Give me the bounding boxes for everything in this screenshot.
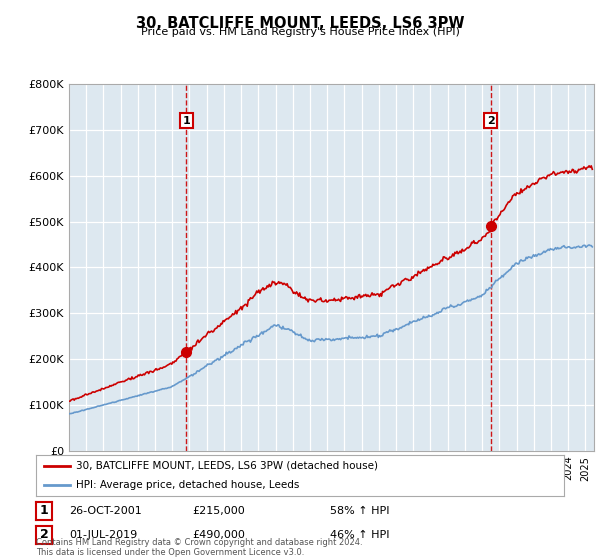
Text: 1: 1 xyxy=(182,116,190,125)
Text: HPI: Average price, detached house, Leeds: HPI: Average price, detached house, Leed… xyxy=(76,480,299,490)
Text: Price paid vs. HM Land Registry's House Price Index (HPI): Price paid vs. HM Land Registry's House … xyxy=(140,27,460,37)
Text: 1: 1 xyxy=(40,504,49,517)
Text: Contains HM Land Registry data © Crown copyright and database right 2024.
This d: Contains HM Land Registry data © Crown c… xyxy=(36,538,362,557)
Text: £490,000: £490,000 xyxy=(192,530,245,540)
Text: 30, BATCLIFFE MOUNT, LEEDS, LS6 3PW (detached house): 30, BATCLIFFE MOUNT, LEEDS, LS6 3PW (det… xyxy=(76,461,377,471)
Text: £215,000: £215,000 xyxy=(192,506,245,516)
Text: 26-OCT-2001: 26-OCT-2001 xyxy=(69,506,142,516)
Text: 46% ↑ HPI: 46% ↑ HPI xyxy=(330,530,389,540)
Text: 01-JUL-2019: 01-JUL-2019 xyxy=(69,530,137,540)
Text: 2: 2 xyxy=(487,116,494,125)
Text: 30, BATCLIFFE MOUNT, LEEDS, LS6 3PW: 30, BATCLIFFE MOUNT, LEEDS, LS6 3PW xyxy=(136,16,464,31)
Text: 2: 2 xyxy=(40,528,49,542)
Text: 58% ↑ HPI: 58% ↑ HPI xyxy=(330,506,389,516)
